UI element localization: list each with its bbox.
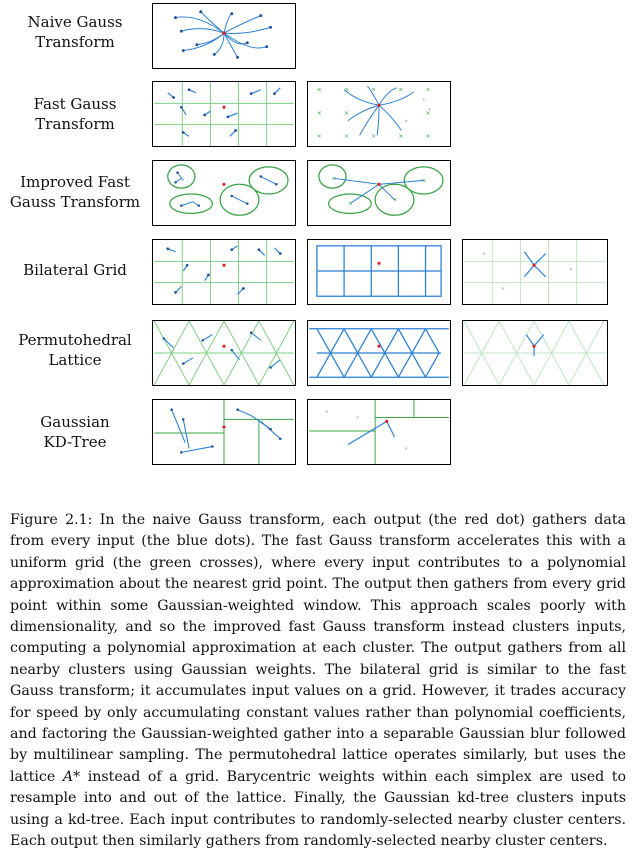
panel-naive [152,3,296,69]
panel-fgt-accumulate [152,81,296,147]
row-label-line: Transform [35,33,115,51]
svg-text:×: × [393,198,398,204]
row-label-line: Lattice [48,351,102,369]
svg-text:×: × [426,88,431,94]
row-label-kdtree: Gaussian KD-Tree [4,412,146,452]
svg-text:×: × [317,111,322,117]
svg-text:×: × [317,88,322,94]
row-label-line: Naive Gauss [27,13,123,31]
row-label-line: KD-Tree [43,433,107,451]
svg-text:×: × [422,178,427,184]
row-label-line: Gauss Transform [9,193,141,211]
panel-permutohedral-splat [152,320,296,386]
panel-bilateral-splat [152,239,296,305]
svg-text:×: × [331,176,336,182]
panel-bilateral-blur [307,239,451,305]
row-label-bilateral: Bilateral Grid [4,260,146,280]
panel-fgt-gather: × × × × × × × × × × × × × [307,81,451,147]
svg-text:×: × [371,88,376,94]
row-label-line: Gaussian [40,413,110,431]
row-label-line: Bilateral Grid [23,261,127,279]
figure-caption: Figure 2.1: In the naive Gauss transform… [10,510,626,853]
svg-text:×: × [398,88,403,94]
svg-text:×: × [317,134,322,140]
lattice-symbol: A* [62,768,81,785]
caption-tail: instead of a grid. Barycentric weights w… [10,768,626,850]
svg-text:×: × [426,111,431,117]
row-label-line: Fast Gauss [33,95,117,113]
row-label-line: Transform [35,115,115,133]
svg-text:×: × [344,111,349,117]
row-label-permutohedral: Permutohedral Lattice [4,330,146,370]
row-label-naive: Naive Gauss Transform [4,12,146,52]
svg-text:×: × [348,202,353,208]
panel-bilateral-slice [462,239,608,305]
row-label-line: Improved Fast [20,173,130,191]
row-label-ifgt: Improved Fast Gauss Transform [4,172,146,212]
panel-kdtree-splat [152,399,296,465]
panel-permutohedral-blur [307,320,451,386]
svg-text:×: × [344,134,349,140]
row-label-line: Permutohedral [18,331,132,349]
svg-text:×: × [371,134,376,140]
caption-lead: Figure 2.1: In the naive Gauss transform… [10,512,626,785]
svg-text:×: × [426,134,431,140]
row-label-fgt: Fast Gauss Transform [4,94,146,134]
svg-text:×: × [344,88,349,94]
panel-ifgt-gather: × × × × [307,160,451,226]
panel-kdtree-gather [307,399,451,465]
svg-text:×: × [398,134,403,140]
panel-permutohedral-slice [462,320,608,386]
panel-ifgt-accumulate [152,160,296,226]
